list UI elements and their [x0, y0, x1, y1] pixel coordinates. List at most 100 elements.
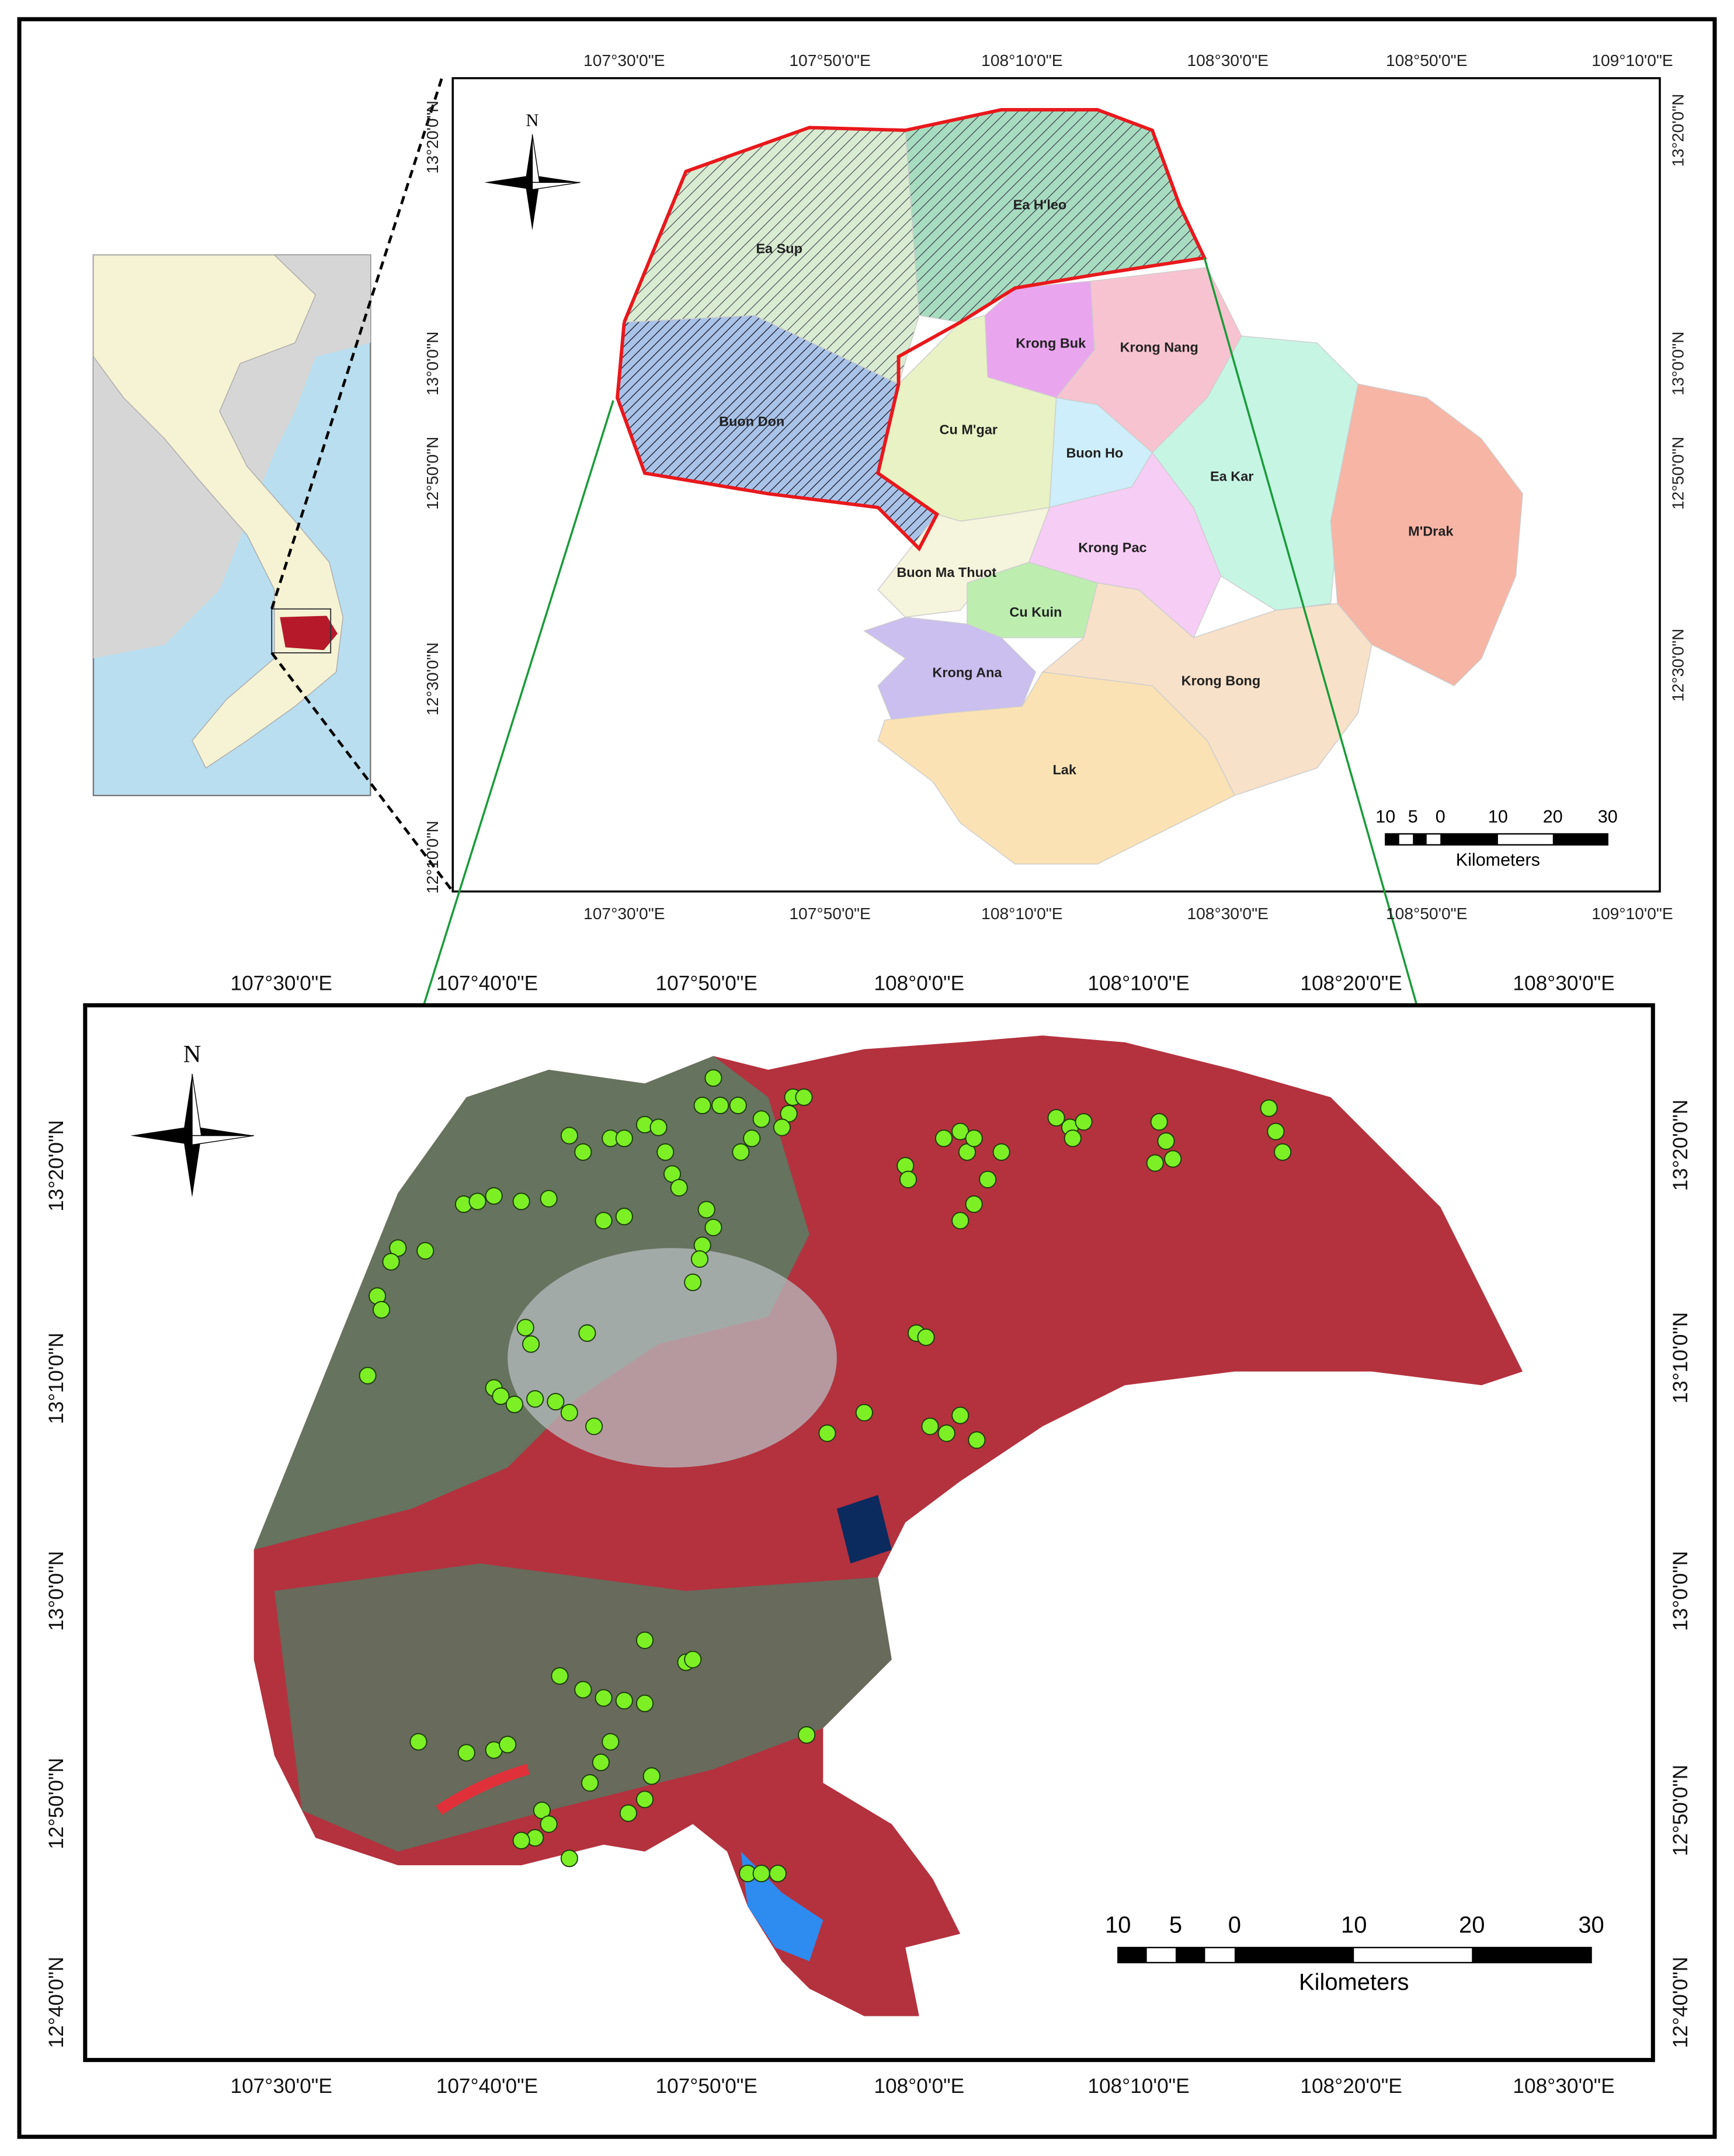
sample-point — [512, 1831, 530, 1849]
district-label: Krong Bong — [1182, 673, 1261, 688]
coordinate-label: 13°0'0"N — [423, 332, 442, 396]
image-vegetation — [274, 1563, 892, 1852]
image-lake — [836, 1494, 892, 1564]
sample-point — [684, 1650, 702, 1668]
sample-point — [704, 1218, 722, 1237]
scale-segment — [1234, 1948, 1354, 1963]
coordinate-label: 13°10'0"N — [45, 1333, 68, 1424]
inset-box — [271, 608, 332, 653]
sample-point — [769, 1865, 787, 1883]
scale-unit: Kilometers — [1456, 850, 1540, 870]
sample-point — [642, 1767, 661, 1785]
north-label: N — [526, 110, 538, 130]
scale-segment — [1413, 833, 1427, 845]
scale-segment — [1385, 833, 1399, 845]
scale-label: 10 — [1105, 1912, 1131, 1938]
sample-point — [540, 1190, 558, 1208]
coordinate-label: 108°50'0"E — [1386, 904, 1467, 923]
coordinate-label: 108°10'0"E — [981, 904, 1062, 923]
coordinate-label: 13°20'0"N — [45, 1120, 68, 1212]
sample-point — [389, 1239, 407, 1257]
coordinate-label: 108°50'0"E — [1386, 51, 1467, 69]
sample-point — [951, 1212, 969, 1230]
sample-point — [635, 1790, 654, 1809]
coordinate-label: 13°0'0"N — [1668, 332, 1687, 396]
sample-point — [934, 1129, 953, 1147]
coordinate-label: 12°30'0"N — [1668, 628, 1687, 701]
sample-point — [1064, 1129, 1082, 1147]
scale-unit: Kilometers — [1299, 1969, 1409, 1995]
scale-label: 5 — [1408, 807, 1418, 827]
coordinate-label: 107°30'0"E — [583, 51, 665, 69]
coordinate-label: 108°20'0"E — [1300, 972, 1402, 995]
sample-point — [635, 1631, 654, 1649]
scale-label: 10 — [1488, 807, 1508, 827]
district-label: Krong Pac — [1078, 540, 1146, 555]
sample-point — [560, 1404, 578, 1422]
scale-label: 0 — [1436, 807, 1445, 827]
sample-point — [656, 1143, 675, 1161]
sample-point — [690, 1250, 709, 1268]
scale-label: 5 — [1169, 1912, 1182, 1938]
district-label: Buon Ho — [1066, 446, 1123, 461]
sample-point — [619, 1804, 637, 1822]
sample-point — [663, 1165, 682, 1183]
sample-point — [1047, 1109, 1065, 1127]
image-ridge — [436, 1764, 530, 1815]
inset-vietnam — [93, 255, 344, 769]
north-arrow: N — [484, 110, 581, 231]
sample-points — [359, 1069, 1292, 1883]
scale-segment — [1472, 1948, 1591, 1963]
sample-point — [540, 1815, 558, 1833]
district-label: Ea Kar — [1210, 469, 1253, 484]
coordinate-label: 12°10'0"N — [423, 820, 442, 893]
sample-point — [780, 1105, 798, 1123]
zoom-line — [270, 652, 454, 893]
sample-point — [773, 1118, 791, 1136]
sample-point — [693, 1096, 711, 1115]
sample-point — [855, 1404, 873, 1422]
sample-point — [592, 1753, 610, 1771]
scale-label: 10 — [1375, 807, 1395, 827]
sample-point — [505, 1395, 523, 1413]
sample-point — [1274, 1143, 1292, 1161]
coordinate-label: 13°0'0"N — [1669, 1551, 1692, 1631]
sample-point — [595, 1689, 613, 1707]
sample-point — [547, 1393, 565, 1411]
inset-map — [92, 254, 371, 797]
coordinate-label: 108°30'0"E — [1187, 904, 1268, 923]
coordinate-label: 108°0'0"E — [874, 972, 964, 995]
sample-point — [635, 1694, 654, 1712]
district-area — [877, 672, 1235, 865]
district-label: Lak — [1052, 762, 1076, 777]
sample-point — [979, 1170, 997, 1188]
sample-point — [574, 1681, 592, 1699]
sample-point — [917, 1328, 935, 1346]
north-arrow: N — [130, 1041, 254, 1198]
coordinate-label: 108°30'0"E — [1513, 972, 1614, 995]
sample-point — [485, 1187, 503, 1205]
district-label: Ea Sup — [756, 241, 802, 256]
sample-point — [373, 1300, 391, 1319]
sample-point — [359, 1366, 377, 1385]
sample-point — [1267, 1122, 1285, 1140]
image-urban — [508, 1248, 837, 1468]
sample-point — [1157, 1132, 1175, 1150]
compass-star — [531, 182, 581, 190]
scale-segment — [1440, 833, 1498, 845]
scale-segment — [1175, 1948, 1205, 1963]
districts — [617, 109, 1523, 865]
sample-point — [1150, 1113, 1168, 1131]
sample-point — [958, 1143, 976, 1161]
north-label: N — [183, 1041, 201, 1068]
sample-point — [899, 1170, 917, 1188]
scale-label: 0 — [1228, 1912, 1241, 1938]
district-label: Krong Buk — [1016, 336, 1086, 351]
sample-point — [795, 1088, 813, 1106]
zoom-line — [270, 78, 443, 610]
coordinate-label: 12°50'0"N — [1669, 1765, 1692, 1856]
coordinate-label: 108°10'0"E — [1087, 2075, 1189, 2098]
scale-segment — [1552, 833, 1608, 845]
coordinate-label: 108°0'0"E — [874, 2075, 964, 2098]
district-label: M'Drak — [1408, 523, 1454, 538]
